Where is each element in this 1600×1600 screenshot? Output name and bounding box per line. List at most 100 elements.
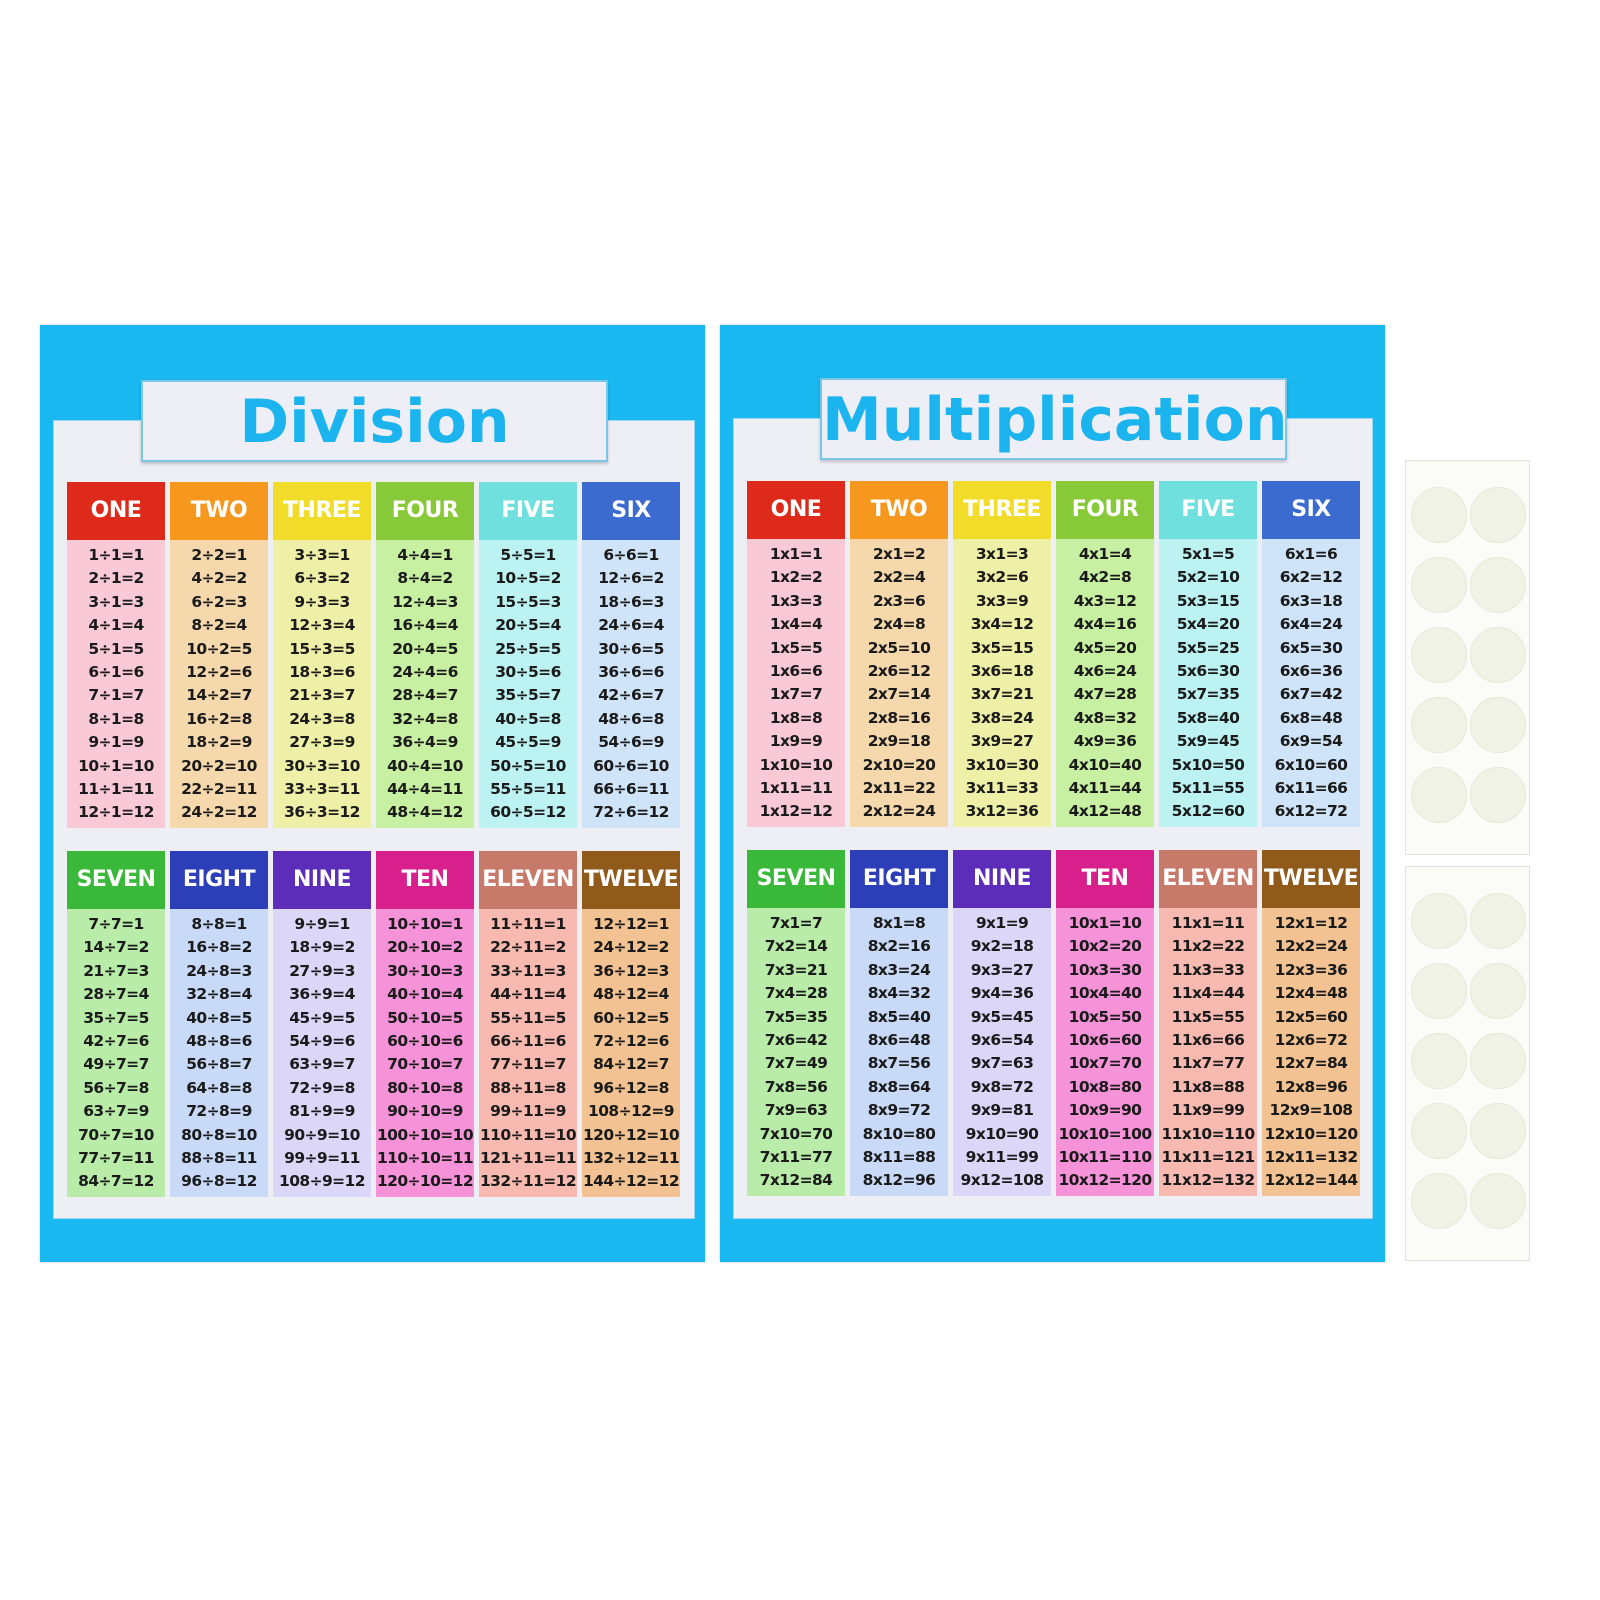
equation: 16÷8=2 — [186, 938, 252, 957]
table-column-eight: EIGHT 8x1=8 8x2=16 8x3=24 8x4=32 8x5=40 8x6=48… — [850, 850, 948, 1196]
equation: 28÷4=7 — [392, 686, 458, 705]
equation: 42÷7=6 — [83, 1031, 149, 1050]
column-body: 11x1=11 11x2=22 11x3=33 11x4=44 11x5=55 11x6=… — [1159, 908, 1257, 1196]
equation: 120÷10=12 — [376, 1172, 474, 1191]
table-column-one: ONE 1x1=1 1x2=2 1x3=3 1x4=4 1x5=5 1x6=6 1x7=7 1x… — [747, 481, 845, 827]
equation: 6x8=48 — [1279, 708, 1343, 727]
column-body: 8÷8=1 16÷8=2 24÷8=3 32÷8=4 40÷8=5 48÷8=6 56÷8=… — [170, 909, 268, 1197]
equation: 5x4=20 — [1176, 615, 1240, 634]
equation: 20÷2=10 — [181, 756, 257, 775]
equation: 80÷8=10 — [181, 1125, 257, 1144]
equation: 8x5=40 — [867, 1007, 931, 1026]
table-column-ten: TEN 10÷10=1 20÷10=2 30÷10=3 40÷10=4 50÷10=5 60… — [376, 851, 474, 1197]
equation: 5x8=40 — [1176, 708, 1240, 727]
table-column-three: THREE 3x1=3 3x2=6 3x3=9 3x4=12 3x5=15 3x6=18 3x… — [953, 481, 1051, 827]
equation: 96÷8=12 — [181, 1172, 257, 1191]
equation: 4÷4=1 — [397, 546, 453, 564]
equation: 11x7=77 — [1171, 1054, 1245, 1073]
column-header: TWELVE — [582, 851, 680, 909]
equation: 12÷12=1 — [593, 915, 669, 933]
equation: 45÷9=5 — [289, 1008, 355, 1027]
equation: 6x4=24 — [1279, 615, 1343, 634]
equation: 36÷6=6 — [598, 662, 664, 681]
column-body: 1x1=1 1x2=2 1x3=3 1x4=4 1x5=5 1x6=6 1x7=7 1x8=8… — [747, 539, 845, 827]
equation: 5x11=55 — [1171, 778, 1245, 797]
column-body: 4x1=4 4x2=8 4x3=12 4x4=16 4x5=20 4x6=24 4x7=28… — [1056, 539, 1154, 827]
equation: 33÷11=3 — [490, 961, 566, 980]
equation: 6x2=12 — [1279, 568, 1343, 587]
equation: 144÷12=12 — [582, 1172, 680, 1191]
column-header: NINE — [953, 850, 1051, 908]
equation: 14÷2=7 — [186, 686, 252, 705]
adhesive-dot — [1470, 487, 1526, 543]
column-body: 9÷9=1 18÷9=2 27÷9=3 36÷9=4 45÷9=5 54÷9=6 63÷9=… — [273, 909, 371, 1197]
equation: 48÷4=12 — [387, 803, 463, 822]
equation: 6÷6=1 — [603, 546, 659, 564]
equation: 36÷3=12 — [284, 803, 360, 822]
equation: 8÷1=8 — [88, 709, 144, 728]
equation: 6x12=72 — [1274, 802, 1348, 821]
column-header: ONE — [67, 482, 165, 540]
equation: 12÷3=4 — [289, 616, 355, 635]
equation: 4x5=20 — [1073, 638, 1137, 657]
equation: 81÷9=9 — [289, 1102, 355, 1121]
table-column-six: SIX 6x1=6 6x2=12 6x3=18 6x4=24 6x5=30 6x6=36 6x… — [1262, 481, 1360, 827]
equation: 88÷11=8 — [490, 1078, 566, 1097]
equation: 2÷1=2 — [88, 569, 144, 588]
equation: 2x8=16 — [867, 708, 931, 727]
equation: 24÷12=2 — [593, 938, 669, 957]
equation: 9x2=18 — [970, 937, 1034, 956]
adhesive-dot-sheet — [1405, 460, 1530, 855]
column-header: TWO — [170, 482, 268, 540]
column-header: THREE — [953, 481, 1051, 539]
equation: 33÷3=11 — [284, 779, 360, 798]
adhesive-dot — [1411, 963, 1467, 1019]
equation: 4x6=24 — [1073, 661, 1137, 680]
equation: 3x7=21 — [970, 685, 1034, 704]
column-header: ONE — [747, 481, 845, 539]
equation: 1x6=6 — [769, 661, 823, 680]
equation: 9÷1=9 — [88, 733, 144, 752]
equation: 4x9=36 — [1073, 732, 1137, 751]
equation: 7x11=77 — [759, 1147, 833, 1166]
equation: 24÷8=3 — [186, 961, 252, 980]
table-column-four: FOUR 4÷4=1 8÷4=2 12÷4=3 16÷4=4 20÷4=5 24÷4=6 28… — [376, 482, 474, 828]
equation: 1÷1=1 — [88, 546, 144, 564]
equation: 4x10=40 — [1068, 755, 1142, 774]
equation: 12x10=120 — [1264, 1124, 1358, 1143]
equation: 1x2=2 — [769, 568, 823, 587]
equation: 12÷6=2 — [598, 569, 664, 588]
equation: 10x8=80 — [1068, 1077, 1142, 1096]
column-header: FIVE — [1159, 481, 1257, 539]
equation: 63÷9=7 — [289, 1055, 355, 1074]
equation: 22÷11=2 — [490, 938, 566, 957]
equation: 84÷7=12 — [78, 1172, 154, 1191]
equation: 12x4=48 — [1274, 984, 1348, 1003]
equation: 9x10=90 — [965, 1124, 1039, 1143]
equation: 110÷11=10 — [479, 1125, 577, 1144]
column-header: FOUR — [376, 482, 474, 540]
column-body: 2÷2=1 4÷2=2 6÷2=3 8÷2=4 10÷2=5 12÷2=6 14÷2=7 16… — [170, 540, 268, 828]
equation: 2x10=20 — [862, 755, 936, 774]
equation: 32÷8=4 — [186, 985, 252, 1004]
table-column-eight: EIGHT 8÷8=1 16÷8=2 24÷8=3 32÷8=4 40÷8=5 48÷8=6… — [170, 851, 268, 1197]
equation: 6÷3=2 — [294, 569, 350, 588]
equation: 5x10=50 — [1171, 755, 1245, 774]
equation: 9x11=99 — [965, 1147, 1039, 1166]
equation: 11x4=44 — [1171, 984, 1245, 1003]
column-body: 10x1=10 10x2=20 10x3=30 10x4=40 10x5=50 10x6=… — [1056, 908, 1154, 1196]
equation: 3x10=30 — [965, 755, 1039, 774]
equation: 6x11=66 — [1274, 778, 1348, 797]
equation: 7÷1=7 — [88, 686, 144, 705]
equation: 66÷11=6 — [490, 1031, 566, 1050]
equation: 6x5=30 — [1279, 638, 1343, 657]
equation: 70÷7=10 — [78, 1125, 154, 1144]
equation: 3x9=27 — [970, 732, 1034, 751]
adhesive-dot — [1411, 893, 1467, 949]
adhesive-dot-sheet — [1405, 866, 1530, 1261]
equation: 11x11=121 — [1161, 1147, 1255, 1166]
equation: 1x9=9 — [769, 732, 823, 751]
equation: 2x3=6 — [872, 591, 926, 610]
equation: 3x12=36 — [965, 802, 1039, 821]
equation: 9x7=63 — [970, 1054, 1034, 1073]
